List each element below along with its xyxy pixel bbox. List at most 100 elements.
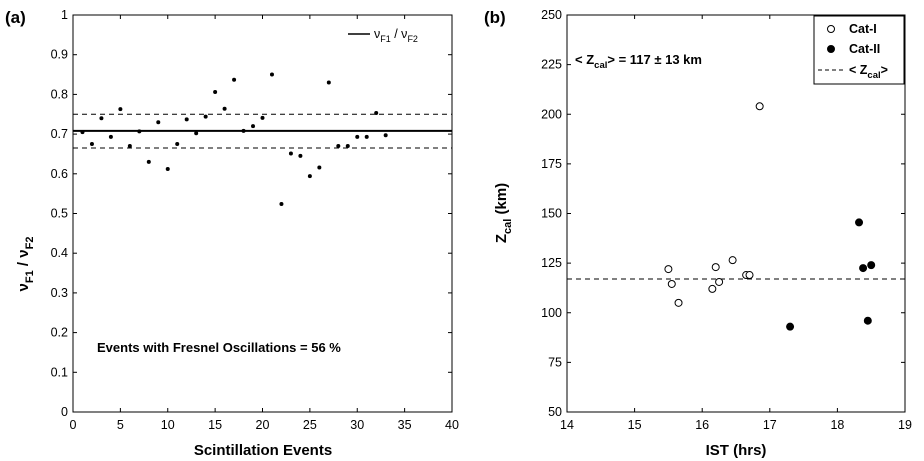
cat-i-point — [745, 271, 754, 280]
data-point — [137, 129, 142, 134]
data-point — [127, 144, 132, 149]
y-tick-label: 0.1 — [51, 365, 68, 379]
y-tick-label: 0.5 — [51, 207, 68, 221]
panel-b-legend-mean: < Zcal> — [849, 63, 888, 81]
cat-i-point — [755, 102, 764, 111]
y-tick-label: 0.7 — [51, 127, 68, 141]
x-tick-label: 15 — [208, 418, 222, 432]
panel-b-annotation: < Zcal> = 117 ± 13 km — [575, 52, 702, 71]
data-point — [279, 201, 284, 206]
y-tick-label: 0 — [61, 405, 68, 419]
cat-i-point — [674, 298, 683, 307]
y-tick-label: 50 — [548, 405, 562, 419]
panel-b-legend-cat2: Cat-II — [849, 42, 880, 56]
data-point — [288, 151, 293, 156]
x-tick-label: 14 — [560, 418, 574, 432]
data-point — [175, 142, 180, 147]
legend-filled-circle-icon — [827, 45, 835, 53]
x-tick-label: 15 — [628, 418, 642, 432]
data-point — [383, 133, 388, 138]
data-point — [165, 167, 170, 172]
y-tick-label: 0.8 — [51, 87, 68, 101]
y-tick-label: 75 — [548, 355, 562, 369]
y-tick-label: 225 — [541, 58, 562, 72]
panel-a-points — [80, 72, 388, 206]
y-tick-label: 1 — [61, 8, 68, 22]
x-tick-label: 35 — [398, 418, 412, 432]
panel-b-x-ticks: 14 15 16 17 18 19 — [560, 15, 912, 432]
y-tick-label: 0.2 — [51, 326, 68, 340]
x-tick-label: 10 — [161, 418, 175, 432]
panel-a-y-axis-label: νF1 / νF2 — [15, 237, 36, 292]
panel-b-y-axis-label: Zcal (km) — [493, 183, 514, 243]
x-tick-label: 18 — [830, 418, 844, 432]
data-point — [251, 124, 256, 129]
y-tick-label: 150 — [541, 207, 562, 221]
cat-ii-point — [855, 218, 864, 227]
x-tick-label: 17 — [763, 418, 777, 432]
panel-b-legend: Cat-I Cat-II < Zcal> — [813, 15, 905, 85]
cat-i-point — [728, 256, 737, 265]
data-point — [213, 90, 218, 95]
panel-a-x-axis-label: Scintillation Events — [194, 442, 332, 459]
panel-a-x-ticks: 0 5 10 15 20 25 30 35 40 — [70, 15, 459, 432]
cat-i-point — [708, 284, 717, 293]
data-point — [298, 153, 303, 158]
panel-b-points — [664, 102, 876, 331]
data-point — [80, 130, 85, 135]
x-tick-label: 19 — [898, 418, 912, 432]
panel-b: (b) 14 15 16 17 18 19 50 75 100 125 150 175 200 225 2… — [484, 8, 912, 459]
data-point — [99, 116, 104, 121]
panel-b-y-ticks: 50 75 100 125 150 175 200 225 250 — [541, 8, 905, 419]
panel-b-x-axis-label: IST (hrs) — [706, 442, 767, 459]
cat-i-point — [664, 265, 673, 274]
cat-ii-point — [859, 264, 868, 273]
x-tick-label: 25 — [303, 418, 317, 432]
data-point — [118, 107, 123, 112]
data-point — [374, 111, 379, 116]
panel-a-legend-label: νF1 / νF2 — [374, 27, 418, 44]
data-point — [336, 144, 341, 149]
panel-b-label: (b) — [484, 8, 506, 27]
cat-i-point — [715, 277, 724, 286]
data-point — [345, 144, 350, 149]
panel-a-annotation: Events with Fresnel Oscillations = 56 % — [97, 340, 341, 355]
cat-ii-point — [867, 261, 876, 270]
legend-open-circle-icon — [827, 25, 835, 33]
cat-i-point — [711, 263, 720, 272]
data-point — [89, 142, 94, 147]
data-point — [194, 131, 199, 136]
data-point — [269, 72, 274, 77]
cat-ii-point — [786, 322, 795, 331]
cat-ii-point — [863, 316, 872, 325]
panel-b-legend-cat1: Cat-I — [849, 22, 877, 36]
data-point — [260, 115, 265, 120]
y-tick-label: 125 — [541, 256, 562, 270]
y-tick-label: 0.3 — [51, 286, 68, 300]
data-point — [326, 80, 331, 85]
y-tick-label: 200 — [541, 107, 562, 121]
data-point — [364, 134, 369, 139]
data-point — [146, 159, 151, 164]
y-tick-label: 175 — [541, 157, 562, 171]
y-tick-label: 0.9 — [51, 48, 68, 62]
data-point — [241, 128, 246, 133]
panel-a: (a) 0 5 10 15 20 25 30 35 40 0 0.1 0.2 0.3 0.4 0.5 0.6… — [5, 8, 459, 459]
data-point — [232, 77, 237, 82]
cat-i-point — [667, 279, 676, 288]
data-point — [156, 120, 161, 125]
data-point — [203, 114, 208, 119]
data-point — [317, 165, 322, 170]
y-tick-label: 100 — [541, 306, 562, 320]
data-point — [184, 117, 189, 122]
panel-a-legend: νF1 / νF2 — [348, 27, 418, 44]
x-tick-label: 0 — [70, 418, 77, 432]
y-tick-label: 0.6 — [51, 167, 68, 181]
x-tick-label: 16 — [695, 418, 709, 432]
x-tick-label: 30 — [350, 418, 364, 432]
data-point — [222, 106, 227, 111]
data-point — [355, 134, 360, 139]
data-point — [307, 174, 312, 179]
x-tick-label: 20 — [256, 418, 270, 432]
